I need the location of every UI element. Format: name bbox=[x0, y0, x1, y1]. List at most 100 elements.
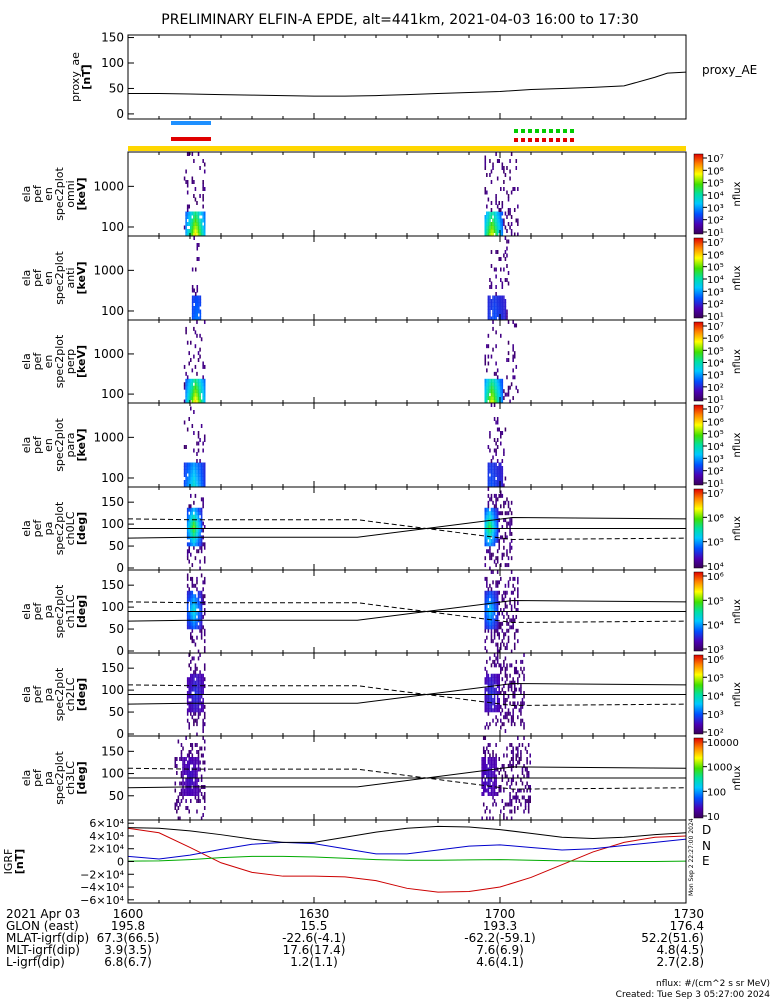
panel-ela-pef-pa-spec2plot-ch2LC-cell bbox=[188, 687, 190, 692]
panel-ela-pef-pa-spec2plot-ch1LC-cell bbox=[492, 580, 494, 585]
panel-ela-pef-pa-spec2plot-ch3LC-cell bbox=[487, 774, 490, 779]
panel-ela-pef-en-spec2plot-perp-ylabel-line: ela bbox=[20, 353, 33, 370]
panel-ela-pef-pa-spec2plot-ch1LC-cell bbox=[513, 635, 516, 640]
panel-ela-pef-pa-spec2plot-ch3LC-cell bbox=[482, 788, 485, 793]
panel-ela-pef-en-spec2plot-para-cell bbox=[500, 431, 502, 435]
panel-ela-pef-pa-spec2plot-ch2LC-cell bbox=[199, 653, 201, 657]
panel-ela-pef-en-spec2plot-anti-cell bbox=[506, 264, 508, 268]
panel-ela-pef-pa-spec2plot-ch2LC-cell bbox=[498, 680, 500, 685]
panel-ela-pef-pa-spec2plot-ch1LC-cell bbox=[194, 604, 197, 609]
panel-ela-pef-en-spec2plot-para-cell bbox=[193, 448, 195, 453]
panel-ela-pef-pa-spec2plot-ch2LC-ylabel-line: [deg] bbox=[75, 678, 88, 711]
panel-ela-pef-pa-spec2plot-ch0LC-cell bbox=[504, 535, 507, 540]
panel-ela-pef-pa-spec2plot-ch1LC-cell bbox=[493, 628, 496, 633]
panel-ela-pef-pa-spec2plot-ch3LC-cell bbox=[186, 781, 189, 786]
panel-ela-pef-pa-spec2plot-ch0LC-cell bbox=[191, 525, 194, 529]
panel-ela-pef-pa-spec2plot-ch3LC-cell bbox=[177, 816, 180, 821]
panel-ela-pef-en-spec2plot-omni-cell bbox=[490, 211, 493, 216]
panel-ela-pef-en-spec2plot-para-cell bbox=[500, 434, 502, 439]
panel-ela-pef-pa-spec2plot-ch0LC-cell bbox=[489, 497, 491, 502]
panel-ela-pef-en-spec2plot-anti-cell bbox=[196, 243, 199, 247]
panel-ela-pef-en-spec2plot-perp-cell bbox=[512, 375, 514, 380]
panel-ela-pef-pa-spec2plot-ch3LC-cell bbox=[521, 781, 524, 786]
panel-ela-pef-pa-spec2plot-ch3LC-cell bbox=[185, 778, 187, 782]
panel-ela-pef-pa-spec2plot-ch0LC-cell bbox=[500, 535, 502, 540]
panel-ela-pef-pa-spec2plot-ch3LC-cell bbox=[190, 781, 192, 786]
panel-ela-pef-pa-spec2plot-ch0LC-cell bbox=[509, 549, 511, 554]
panel-ela-pef-en-spec2plot-omni-cell bbox=[510, 215, 513, 219]
panel-ela-pef-pa-spec2plot-ch0LC-cell bbox=[191, 538, 194, 543]
panel-ela-pef-en-spec2plot-omni-cell bbox=[185, 169, 187, 174]
panel-ela-pef-pa-spec2plot-ch2LC-cell bbox=[517, 677, 519, 682]
panel-ela-pef-pa-spec2plot-ch2LC-cell bbox=[490, 694, 493, 699]
panel-ela-pef-pa-spec2plot-ch2LC-cell bbox=[492, 677, 494, 682]
panel-ela-pef-pa-spec2plot-ch3LC-cell bbox=[529, 799, 531, 803]
panel-ela-pef-en-spec2plot-perp-cell bbox=[196, 382, 198, 387]
panel-ela-pef-pa-spec2plot-ch2LC-cell bbox=[486, 704, 488, 709]
panel-ela-pef-pa-spec2plot-ch0LC-cell bbox=[496, 559, 499, 564]
panel-ela-pef-en-spec2plot-omni-cell bbox=[495, 215, 497, 219]
panel-ela-pef-pa-spec2plot-ch2LC-cell bbox=[484, 666, 487, 671]
panel-ela-pef-pa-spec2plot-ch2LC-cell bbox=[521, 670, 524, 675]
panel-ela-pef-pa-spec2plot-ch1LC-cell bbox=[498, 601, 500, 606]
panel-ela-pef-pa-spec2plot-ch0LC-cell bbox=[484, 511, 487, 516]
panel-ela-pef-en-spec2plot-anti-cell bbox=[503, 299, 505, 303]
panel-ela-pef-pa-spec2plot-ch1LC-cell bbox=[193, 594, 195, 599]
panel-ela-pef-pa-spec2plot-ch0LC-cell bbox=[510, 531, 513, 536]
panel-ela-pef-pa-spec2plot-ch2LC-cell bbox=[484, 680, 487, 685]
panel-ela-pef-en-spec2plot-para-cell bbox=[185, 480, 187, 484]
panel-ela-pef-en-spec2plot-para-cell bbox=[194, 466, 197, 470]
panel-ela-pef-pa-spec2plot-ch3LC-cell bbox=[489, 764, 491, 768]
panel-ela-pef-pa-spec2plot-ch0LC-cell bbox=[196, 521, 198, 526]
panel-ela-pef-pa-spec2plot-ch2LC-cell bbox=[518, 687, 521, 692]
panel-ela-pef-pa-spec2plot-ch2LC-cell bbox=[193, 680, 195, 685]
panel-ela-pef-pa-spec2plot-ch3LC-cell bbox=[489, 753, 491, 758]
panel-ela-pef-pa-spec2plot-ch3LC-cell bbox=[196, 750, 198, 754]
panel-ela-pef-en-spec2plot-omni-cell bbox=[490, 229, 493, 233]
panel-ela-pef-en-spec2plot-omni-cell bbox=[191, 229, 194, 233]
panel-ela-pef-en-spec2plot-anti-cell bbox=[495, 250, 497, 254]
panel-ela-pef-en-spec2plot-anti-colorbar-label: 10⁷ bbox=[707, 238, 724, 249]
igrf-ytick-label: −2×10⁴ bbox=[80, 868, 124, 881]
panel-ela-pef-en-spec2plot-omni-cell bbox=[191, 180, 194, 184]
panel-ela-pef-pa-spec2plot-ch2LC-cell bbox=[188, 725, 190, 730]
panel-ela-pef-en-spec2plot-para-cell bbox=[203, 483, 206, 488]
panel-ela-pef-pa-spec2plot-ch0LC-cell bbox=[492, 531, 494, 536]
panel-ela-pef-pa-spec2plot-ch3LC-cell bbox=[521, 795, 524, 800]
panel-ela-pef-pa-spec2plot-ch0LC-cell bbox=[486, 528, 488, 533]
panel-ela-pef-pa-spec2plot-ch0LC-cell bbox=[495, 521, 497, 526]
panel-ela-pef-pa-spec2plot-ch3LC-cell bbox=[495, 760, 497, 765]
panel-ela-pef-pa-spec2plot-ch3LC-cell bbox=[191, 743, 194, 747]
panel-ela-pef-pa-spec2plot-ch3LC-cell bbox=[487, 760, 490, 765]
panel-ela-pef-pa-spec2plot-ch0LC-cell bbox=[501, 525, 504, 529]
panel-ela-pef-en-spec2plot-para-cell bbox=[190, 469, 192, 474]
panel-ela-pef-en-spec2plot-omni-cell bbox=[486, 173, 488, 177]
panel-ela-pef-pa-spec2plot-ch1LC-cell bbox=[487, 611, 490, 616]
panel-ela-pef-pa-spec2plot-ch0LC-cell bbox=[507, 504, 510, 509]
panel-ela-pef-pa-spec2plot-ch3LC-cell bbox=[203, 739, 206, 744]
panel-ela-pef-en-spec2plot-perp-cell bbox=[507, 320, 510, 324]
igrf-legend-d: D bbox=[702, 823, 711, 837]
igrf-ytick-label: 6×10⁴ bbox=[89, 817, 124, 830]
panel-ela-pef-pa-spec2plot-ch2LC-cell bbox=[197, 656, 200, 661]
panel-ela-pef-pa-spec2plot-ch3LC-cell bbox=[527, 806, 530, 810]
panel-ela-pef-en-spec2plot-anti-cell bbox=[495, 274, 497, 279]
panel-ela-pef-pa-spec2plot-ch2LC-cell bbox=[487, 691, 490, 695]
panel-ela-pef-pa-spec2plot-ch0LC-cell bbox=[194, 511, 197, 516]
panel-ela-pef-en-spec2plot-para-cell bbox=[495, 441, 497, 446]
panel-ela-pef-pa-spec2plot-ch2LC-cell bbox=[193, 722, 195, 727]
panel-ela-pef-en-spec2plot-perp-colorbar-label: 10⁶ bbox=[707, 334, 724, 345]
time-axis-value: 3.9(3.5) bbox=[104, 943, 152, 957]
panel-ela-pef-pa-spec2plot-ch2LC-cell bbox=[194, 663, 197, 668]
panel-ela-pef-en-spec2plot-para-cell bbox=[185, 469, 187, 474]
panel-ela-pef-en-spec2plot-omni-cell bbox=[507, 197, 510, 202]
panel-ela-pef-pa-spec2plot-ch0LC-cell bbox=[490, 542, 493, 547]
panel-ela-pef-pa-spec2plot-ch2LC-cell bbox=[202, 680, 204, 685]
panel-ela-pef-en-spec2plot-anti-cell bbox=[500, 309, 502, 314]
panel-ela-pef-pa-spec2plot-ch2LC-cell bbox=[194, 697, 197, 702]
panel-ela-pef-pa-spec2plot-ch0LC-cell bbox=[190, 528, 192, 533]
panel-ela-pef-en-spec2plot-anti-cell bbox=[487, 316, 490, 321]
panel-ela-pef-pa-spec2plot-ch1LC-cell bbox=[500, 642, 502, 647]
panel-ela-pef-pa-spec2plot-ch1LC-zlabel: nflux bbox=[732, 599, 743, 624]
panel-ela-pef-en-spec2plot-perp-cell bbox=[188, 392, 190, 397]
